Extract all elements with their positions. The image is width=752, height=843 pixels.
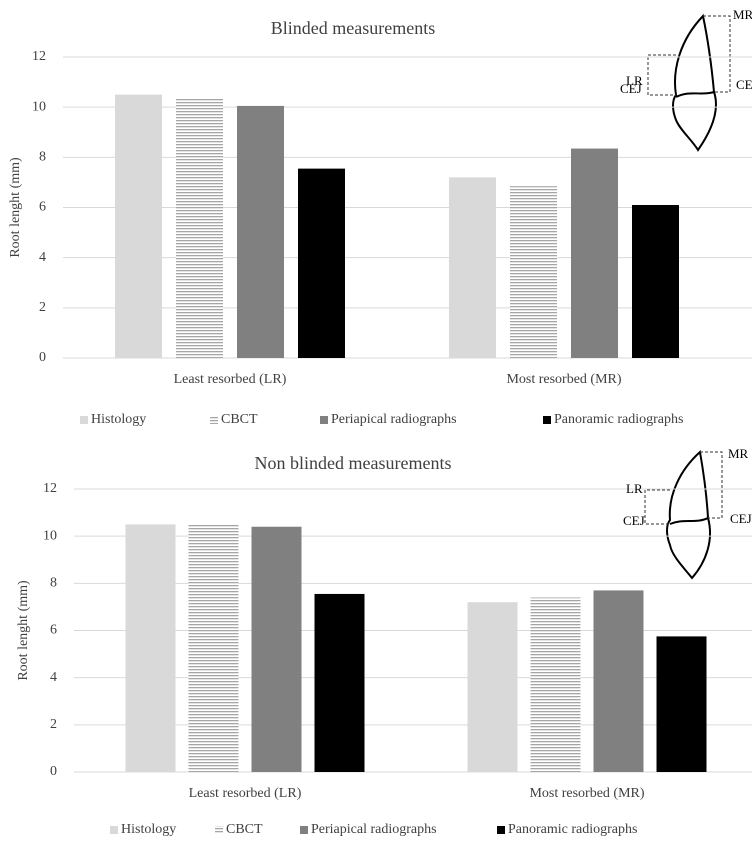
bar [468, 602, 518, 772]
y-tick-label: 10 [32, 99, 46, 114]
annotation: LR [626, 481, 643, 496]
legend-label: Periapical radiographs [331, 412, 457, 427]
annotation: CEJ [736, 77, 752, 92]
annotation: CEJ [730, 511, 752, 526]
legend-label: Panoramic radiographs [508, 822, 637, 837]
y-tick-label: 12 [32, 49, 46, 64]
bar [449, 177, 496, 358]
y-axis-label: Root lenght (mm) [16, 580, 31, 681]
legend-label: CBCT [221, 412, 258, 427]
y-tick-label: 2 [39, 300, 46, 315]
y-tick-label: 10 [43, 528, 57, 543]
y-tick-label: 6 [39, 200, 46, 215]
legend-label: Periapical radiographs [311, 822, 437, 837]
legend-label: CBCT [226, 822, 263, 837]
chart-title: Non blinded measurements [255, 453, 452, 473]
y-tick-label: 4 [39, 250, 46, 265]
legend-label: Histology [121, 822, 176, 837]
x-tick-label: Least resorbed (LR) [189, 786, 302, 801]
annotation: CEJ [623, 513, 645, 528]
legend-label: Histology [91, 412, 146, 427]
bar [571, 149, 618, 358]
legend-swatch [497, 826, 505, 834]
bar [176, 98, 223, 358]
y-tick-label: 8 [39, 150, 46, 165]
x-tick-label: Most resorbed (MR) [506, 372, 621, 387]
chart-title: Blinded measurements [271, 18, 435, 38]
legend-swatch [215, 826, 223, 834]
y-axis-label: Root lenght (mm) [8, 157, 23, 258]
x-tick-label: Most resorbed (MR) [529, 786, 644, 801]
annotation: MR [728, 446, 749, 461]
legend-swatch [543, 416, 551, 424]
legend-swatch [80, 416, 88, 424]
bar [510, 186, 557, 358]
legend-label: Panoramic radiographs [554, 412, 683, 427]
y-tick-label: 8 [50, 576, 57, 591]
bar [189, 524, 239, 772]
bar [632, 205, 679, 358]
y-tick-label: 2 [50, 717, 57, 732]
annotation: MR [733, 7, 752, 22]
bar [126, 524, 176, 772]
bar [252, 527, 302, 772]
legend-swatch [110, 826, 118, 834]
legend-swatch [320, 416, 328, 424]
bar [315, 594, 365, 772]
tooth-diagram [645, 452, 722, 578]
bar [531, 597, 581, 772]
legend-swatch [210, 416, 218, 424]
tooth-diagram [648, 16, 730, 150]
bar [594, 590, 644, 772]
y-tick-label: 0 [50, 764, 57, 779]
bar [657, 636, 707, 772]
y-tick-label: 0 [39, 350, 46, 365]
annotation: CEJ [620, 81, 642, 96]
y-tick-label: 12 [43, 481, 57, 496]
legend-swatch [300, 826, 308, 834]
bar [115, 95, 162, 358]
y-tick-label: 6 [50, 623, 57, 638]
bar [298, 169, 345, 358]
x-tick-label: Least resorbed (LR) [174, 372, 287, 387]
y-tick-label: 4 [50, 670, 57, 685]
bar [237, 106, 284, 358]
figure: Blinded measurements Root lenght (mm) 0 2 4 6… [0, 0, 752, 838]
